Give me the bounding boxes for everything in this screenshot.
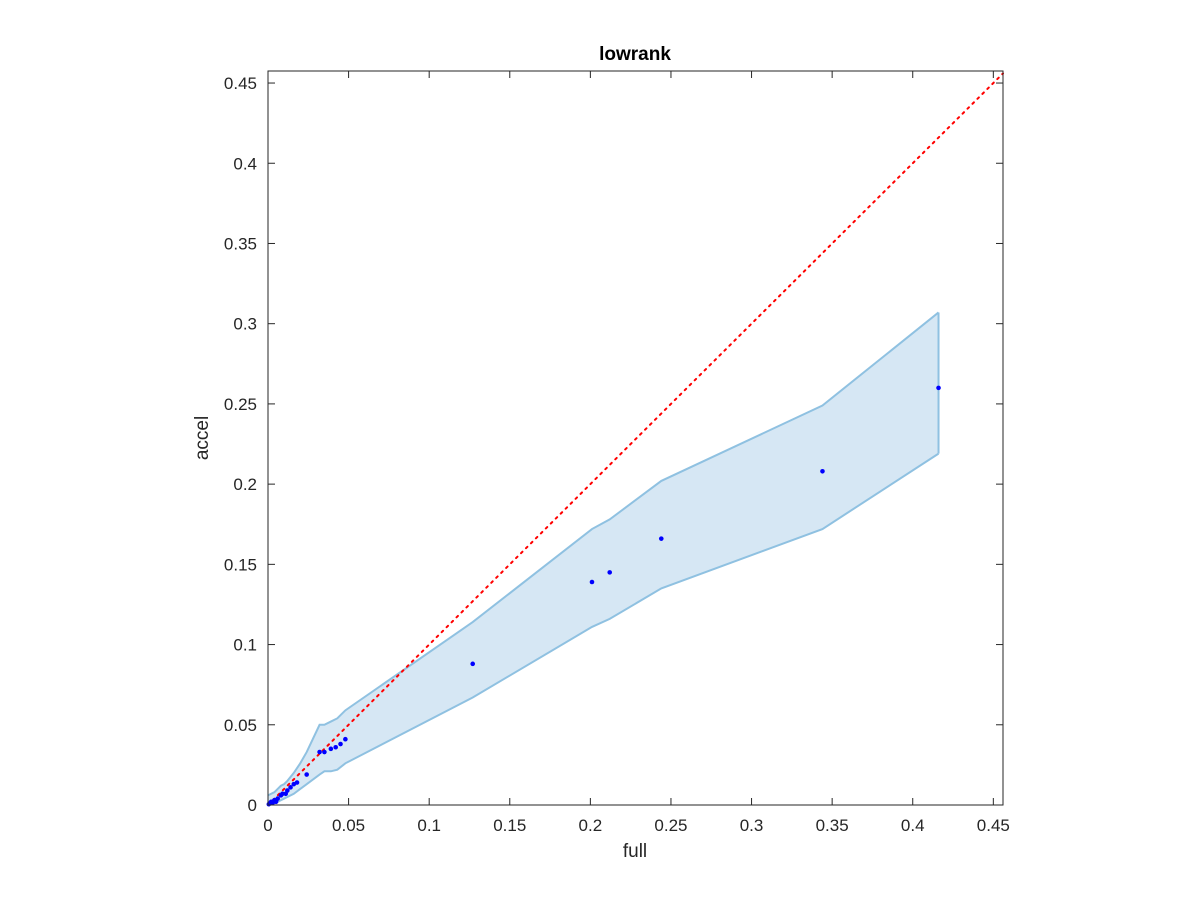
data-point bbox=[328, 746, 334, 752]
data-point bbox=[280, 791, 285, 797]
axis-ticks bbox=[267, 71, 1003, 806]
identity-line bbox=[267, 72, 1004, 806]
y-tick-label: 0 bbox=[248, 796, 257, 815]
x-axis-label: full bbox=[623, 841, 647, 862]
y-tick-label: 0.2 bbox=[233, 475, 257, 494]
plot-frame bbox=[267, 70, 1004, 806]
data-point bbox=[322, 749, 327, 755]
data-point bbox=[333, 744, 338, 750]
data-points bbox=[266, 385, 941, 807]
band-fill bbox=[268, 312, 939, 805]
x-tick-labels: 0 0.05 0.1 0.15 0.2 0.25 0.3 0.35 0.4 0.45 bbox=[263, 816, 1010, 835]
y-axis-label: accel bbox=[192, 416, 213, 460]
data-point bbox=[936, 385, 941, 391]
confidence-band bbox=[267, 311, 940, 806]
data-point bbox=[820, 468, 825, 474]
data-point bbox=[285, 788, 290, 793]
data-point bbox=[317, 749, 322, 755]
data-point bbox=[589, 579, 595, 585]
y-tick-label: 0.35 bbox=[224, 234, 257, 253]
data-point bbox=[275, 796, 280, 801]
x-tick-label: 0.1 bbox=[417, 816, 441, 835]
x-tick-label: 0.15 bbox=[493, 816, 526, 835]
y-tick-label: 0.4 bbox=[233, 154, 257, 173]
y-tick-label: 0.25 bbox=[224, 395, 257, 414]
y-tick-label: 0.1 bbox=[233, 636, 257, 655]
chart-title: lowrank bbox=[599, 44, 671, 65]
x-tick-label: 0.35 bbox=[816, 816, 849, 835]
y-tick-label: 0.05 bbox=[224, 716, 257, 735]
y-tick-label: 0.45 bbox=[224, 74, 257, 93]
band-upper-line bbox=[267, 311, 940, 797]
y-tick-label: 0.3 bbox=[233, 315, 257, 334]
x-tick-label: 0.05 bbox=[332, 816, 365, 835]
data-point bbox=[607, 570, 613, 575]
data-point bbox=[343, 736, 348, 742]
data-point bbox=[304, 772, 309, 777]
data-point bbox=[294, 780, 300, 785]
x-tick-label: 0.4 bbox=[901, 816, 925, 835]
x-tick-label: 0.45 bbox=[977, 816, 1010, 835]
data-point bbox=[338, 741, 343, 747]
y-tick-label: 0.15 bbox=[224, 555, 257, 574]
reference-line bbox=[267, 72, 1004, 806]
x-tick-label: 0.3 bbox=[740, 816, 764, 835]
data-point bbox=[658, 536, 664, 541]
data-point bbox=[288, 785, 293, 790]
data-point bbox=[470, 661, 476, 667]
y-tick-labels: 0 0.05 0.1 0.15 0.2 0.25 0.3 0.35 0.4 0.45 bbox=[224, 74, 257, 815]
band-lower-line bbox=[267, 452, 940, 806]
x-tick-label: 0.25 bbox=[654, 816, 687, 835]
x-tick-label: 0 bbox=[263, 816, 272, 835]
x-tick-label: 0.2 bbox=[579, 816, 603, 835]
